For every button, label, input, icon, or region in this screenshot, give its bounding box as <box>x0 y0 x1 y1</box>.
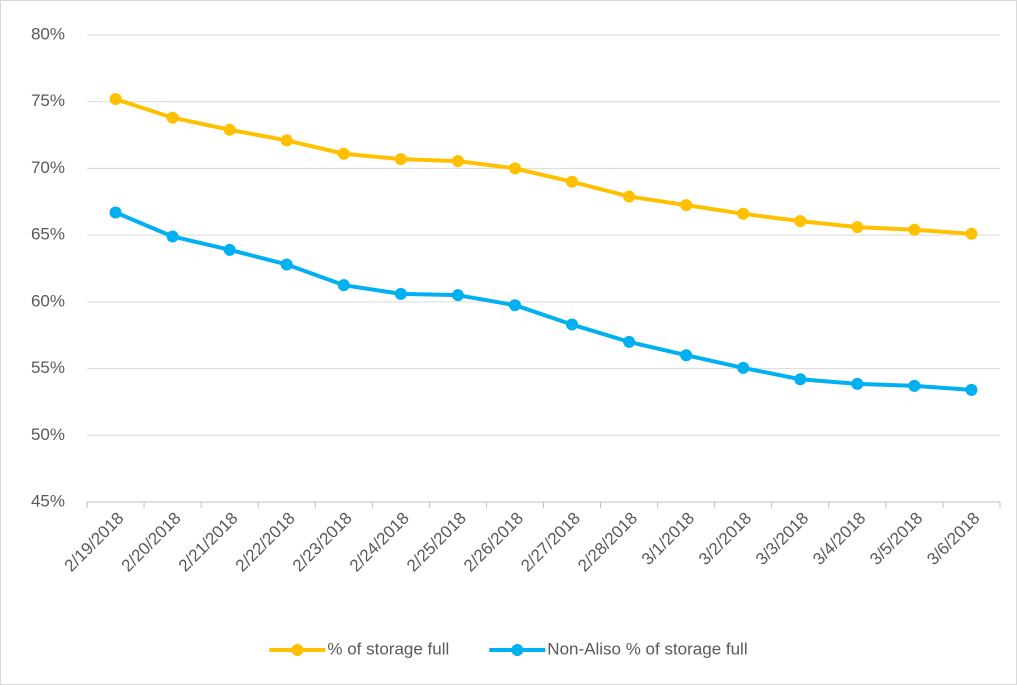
data-point <box>166 230 179 243</box>
legend-marker <box>511 644 524 656</box>
data-point <box>737 361 750 374</box>
data-point <box>508 299 521 312</box>
data-point <box>223 243 236 256</box>
data-point <box>623 190 636 203</box>
data-point <box>737 207 750 220</box>
series-line <box>114 210 972 392</box>
y-tick-label: 55% <box>31 358 65 377</box>
data-point <box>109 93 122 106</box>
data-point <box>451 155 464 168</box>
data-point <box>908 379 921 392</box>
y-tick-label: 75% <box>31 91 65 110</box>
legend: % of storage full Non-Aliso % of storage … <box>269 639 748 658</box>
data-point <box>794 215 807 228</box>
data-point <box>223 123 236 136</box>
y-tick-label: 45% <box>31 491 65 510</box>
legend-label: Non-Aliso % of storage full <box>547 639 747 658</box>
data-point <box>908 223 921 236</box>
series-line <box>114 97 972 236</box>
data-point <box>394 287 407 300</box>
data-point <box>451 289 464 302</box>
data-point <box>851 377 864 390</box>
data-point <box>851 221 864 234</box>
data-point <box>280 134 293 147</box>
data-point <box>166 111 179 124</box>
data-point <box>680 199 693 212</box>
y-tick-label: 60% <box>31 291 65 310</box>
data-point <box>337 147 350 160</box>
legend-marker <box>291 644 304 656</box>
data-point <box>394 153 407 166</box>
y-tick-label: 65% <box>31 225 65 244</box>
data-point <box>794 373 807 386</box>
y-tick-label: 80% <box>31 24 65 43</box>
legend-label: % of storage full <box>327 639 449 658</box>
data-point <box>965 227 978 240</box>
data-point <box>109 206 122 219</box>
data-point <box>508 162 521 175</box>
data-point <box>337 279 350 292</box>
data-point <box>965 383 978 396</box>
data-point <box>623 335 636 348</box>
data-point <box>280 258 293 271</box>
data-point <box>566 318 579 331</box>
y-tick-label: 70% <box>31 158 65 177</box>
y-tick-label: 50% <box>31 425 65 444</box>
data-point <box>566 175 579 188</box>
data-point <box>680 349 693 362</box>
